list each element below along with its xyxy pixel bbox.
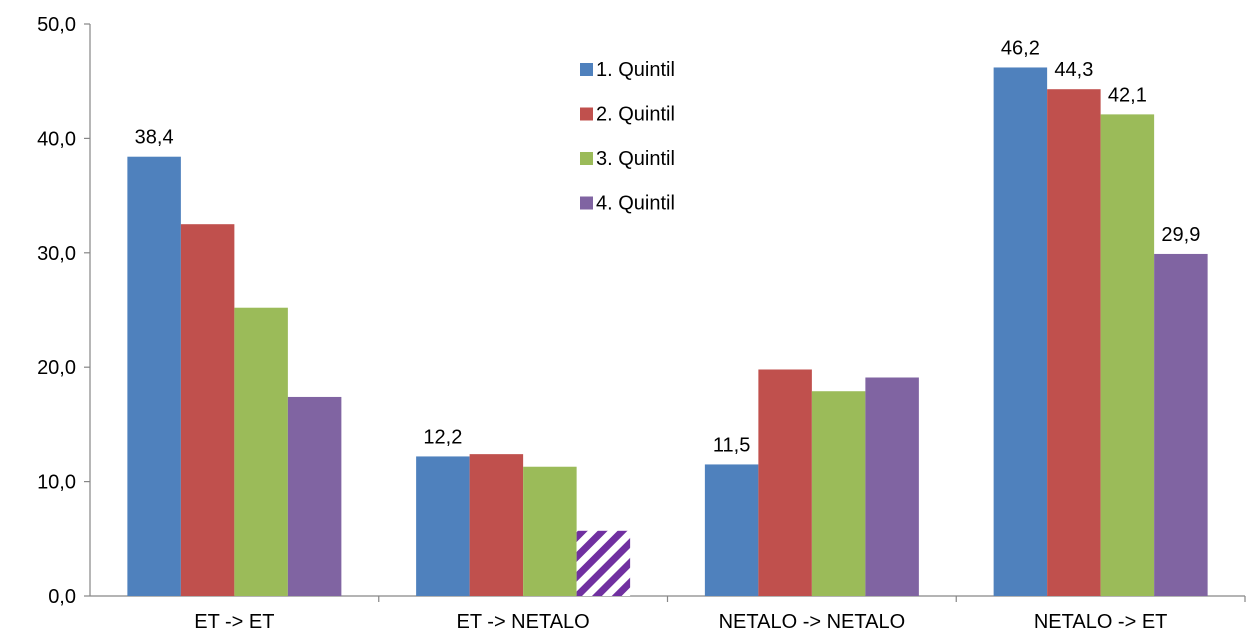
bar-1-quintil-et-et bbox=[127, 156, 181, 597]
data-label-2-quintil-netalo-et: 44,3 bbox=[1054, 59, 1093, 81]
legend-label-4-quintil: 4. Quintil bbox=[596, 193, 675, 215]
bar-4-quintil-et-et bbox=[287, 396, 342, 596]
bar-2-quintil-et-netalo bbox=[469, 454, 524, 596]
data-label-3-quintil-netalo-et: 42,1 bbox=[1108, 84, 1147, 106]
x-category-label: ET -> ET bbox=[194, 611, 274, 633]
y-axis-ticks: 0,0 10,0 20,0 30,0 40,0 50,0 bbox=[37, 14, 1246, 608]
bar-4-quintil-netalo-netalo bbox=[865, 377, 919, 596]
y-tick-label: 10,0 bbox=[37, 472, 76, 494]
legend-label-3-quintil: 3. Quintil bbox=[596, 148, 675, 170]
data-label-1-quintil-netalo-netalo: 11,5 bbox=[713, 434, 750, 456]
data-label-4-quintil-netalo-et: 29,9 bbox=[1161, 224, 1200, 246]
bar-2-quintil-et-et bbox=[180, 224, 235, 596]
x-axis-category-labels: ET -> ET ET -> NETALO NETALO -> NETALO NETA… bbox=[194, 611, 1167, 633]
bar-2-quintil-netalo-netalo bbox=[758, 369, 812, 596]
bar-3-quintil-et-et bbox=[234, 307, 288, 596]
y-tick-label: 30,0 bbox=[37, 243, 76, 265]
bar-series bbox=[127, 67, 1208, 597]
legend-label-1-quintil: 1. Quintil bbox=[596, 59, 675, 81]
bar-4-quintil-et-netalo bbox=[576, 530, 631, 596]
legend-swatch-1-quintil bbox=[580, 63, 593, 76]
legend-swatch-2-quintil bbox=[580, 107, 593, 121]
x-category-label: NETALO -> NETALO bbox=[719, 611, 906, 633]
legend-swatch-3-quintil bbox=[580, 152, 593, 165]
data-labels: 38,4 12,2 11,5 46,2 44,3 42,1 29,9 bbox=[135, 37, 1201, 456]
bar-1-quintil-netalo-netalo bbox=[704, 464, 759, 596]
y-tick-label: 0,0 bbox=[48, 586, 76, 608]
bar-1-quintil-et-netalo bbox=[416, 456, 470, 596]
legend-label-2-quintil: 2. Quintil bbox=[596, 104, 675, 126]
legend: 1. Quintil 2. Quintil 3. Quintil 4. Quintil bbox=[580, 59, 675, 215]
bar-3-quintil-et-netalo bbox=[523, 466, 577, 596]
bar-1-quintil-netalo-et bbox=[993, 67, 1048, 597]
data-label-1-quintil-et-et: 38,4 bbox=[135, 127, 174, 149]
bar-2-quintil-netalo-et bbox=[1047, 89, 1101, 596]
y-tick-label: 40,0 bbox=[37, 128, 76, 150]
legend-swatch-4-quintil bbox=[580, 196, 593, 210]
bar-3-quintil-netalo-et bbox=[1100, 114, 1155, 596]
x-category-label: ET -> NETALO bbox=[457, 611, 590, 633]
bar-4-quintil-netalo-et bbox=[1154, 253, 1208, 596]
y-tick-label: 20,0 bbox=[37, 357, 76, 379]
data-label-1-quintil-netalo-et: 46,2 bbox=[1001, 37, 1040, 59]
bar-3-quintil-netalo-netalo bbox=[811, 391, 866, 596]
y-tick-label: 50,0 bbox=[37, 14, 76, 36]
x-category-label: NETALO -> ET bbox=[1034, 611, 1168, 633]
data-label-1-quintil-et-netalo: 12,2 bbox=[423, 426, 462, 448]
